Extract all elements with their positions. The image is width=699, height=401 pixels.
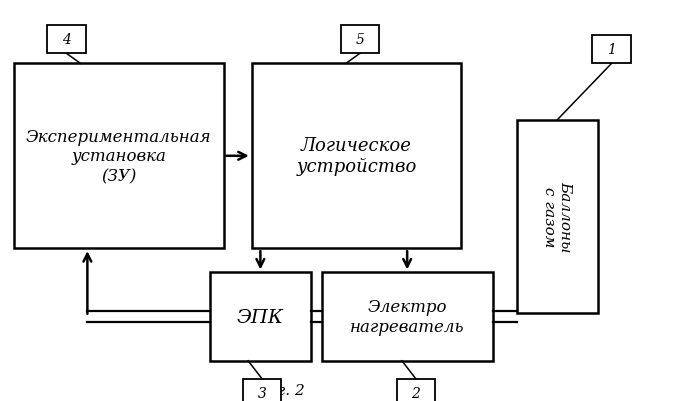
Bar — [322, 273, 493, 361]
Bar — [14, 64, 224, 249]
Bar — [243, 379, 281, 401]
Bar — [593, 36, 631, 64]
Text: 1: 1 — [607, 43, 616, 57]
Text: Экспериментальная
установка
(ЗУ): Экспериментальная установка (ЗУ) — [26, 128, 212, 184]
Text: 3: 3 — [258, 386, 266, 400]
Text: 4: 4 — [62, 33, 71, 47]
Bar — [210, 273, 311, 361]
Bar — [48, 26, 85, 54]
Text: Фиг. 2: Фиг. 2 — [254, 383, 305, 397]
Bar — [341, 26, 379, 54]
Bar — [397, 379, 435, 401]
Text: 2: 2 — [412, 386, 420, 400]
Text: Электро
нагреватель: Электро нагреватель — [350, 298, 464, 335]
Bar — [517, 120, 598, 313]
Bar — [252, 64, 461, 249]
Text: Баллоны
с газом: Баллоны с газом — [542, 181, 572, 252]
Text: 5: 5 — [356, 33, 364, 47]
Text: Логическое
устройство: Логическое устройство — [296, 137, 417, 176]
Text: ЭПК: ЭПК — [237, 308, 284, 326]
